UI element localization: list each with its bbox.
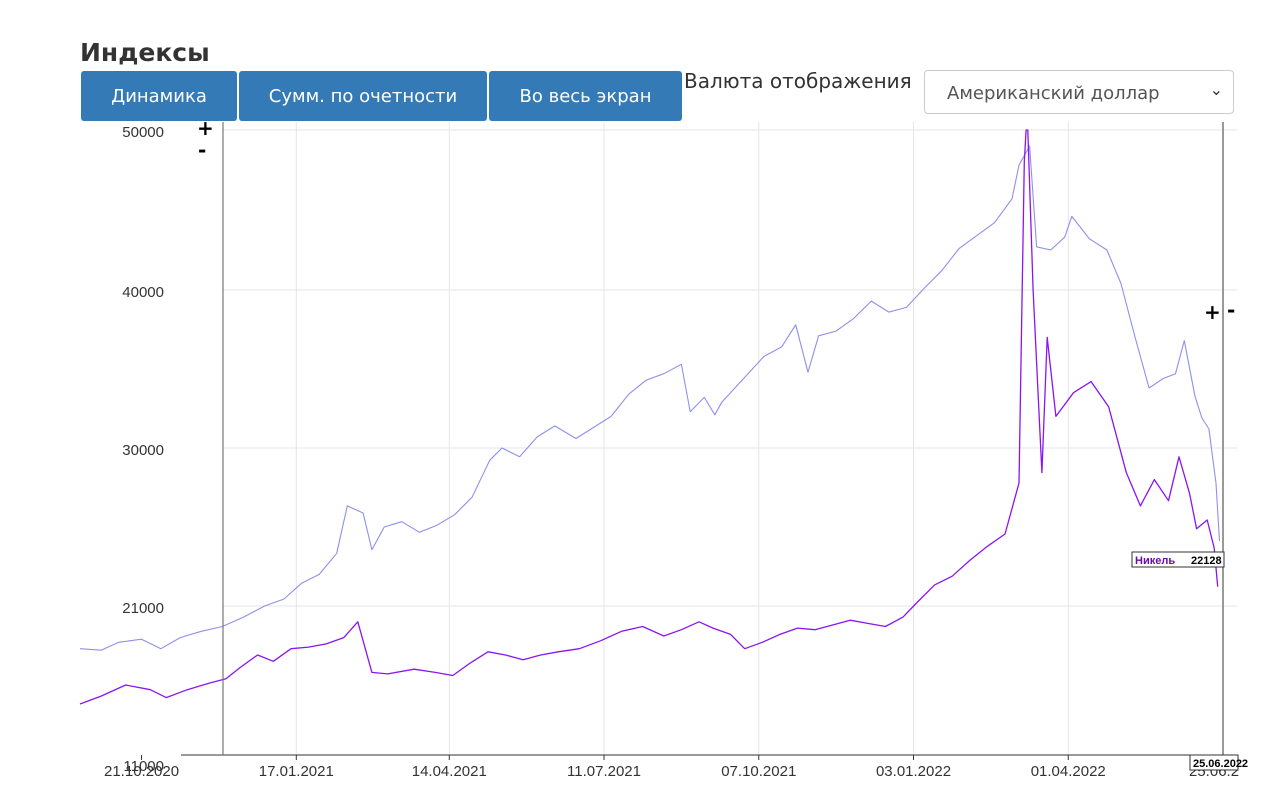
x-tick-label: 21.10.2020: [104, 763, 179, 780]
y-tick-label: 40000: [122, 284, 164, 301]
y-tick-label: 21000: [122, 600, 164, 617]
x-tick-label: 07.10.2021: [721, 763, 796, 780]
y-tick-label: 30000: [122, 442, 164, 459]
x-tick-label: 01.04.2022: [1031, 763, 1106, 780]
chevron-down-icon: ⌄: [1209, 80, 1223, 99]
page-title: Индексы: [80, 38, 210, 67]
x-tick-label: 14.04.2021: [412, 763, 487, 780]
series-tooltip: Никель 22128: [1131, 551, 1225, 568]
currency-select[interactable]: Американский доллар ⌄: [924, 70, 1234, 114]
y-tick-label: 11000: [123, 758, 164, 775]
series-line-nickel: [79, 129, 1219, 705]
chart-grid: [222, 122, 1237, 755]
y-axis-ticks: 50000 40000 30000 21000 11000: [122, 124, 164, 775]
fullscreen-button[interactable]: Во весь экран: [489, 71, 682, 121]
chart-mode-tabs: Динамика Сумм. по очетности Во весь экра…: [81, 71, 682, 121]
x-tick-label: 03.01.2022: [876, 763, 951, 780]
x-axis-ticks: 21.10.2020 17.01.2021 14.04.2021 11.07.2021…: [104, 755, 1239, 780]
zoom-in-y-button[interactable]: +: [197, 116, 214, 140]
zoom-out-y-button[interactable]: -: [198, 138, 206, 162]
cursor-date: 25.06.2022: [1193, 758, 1248, 770]
x-tick-label: 11.07.2021: [567, 763, 641, 780]
tooltip-value: 22128: [1191, 555, 1222, 567]
tab-dynamics[interactable]: Динамика: [81, 71, 237, 121]
tab-cumulative-by-order[interactable]: Сумм. по очетности: [239, 71, 487, 121]
x-tick-label: 17.01.2021: [259, 763, 334, 780]
y-tick-label: 50000: [122, 124, 164, 141]
zoom-in-x-button[interactable]: +: [1204, 300, 1221, 324]
currency-label: Валюта отображения: [684, 69, 912, 93]
tooltip-series-name: Никель: [1135, 555, 1175, 567]
chart-series: [79, 129, 1221, 705]
currency-select-value: Американский доллар: [947, 83, 1160, 104]
cursor-date-label: 25.06.2022: [1189, 754, 1248, 771]
zoom-out-x-button[interactable]: -: [1227, 298, 1235, 322]
series-line-secondary: [79, 145, 1221, 651]
